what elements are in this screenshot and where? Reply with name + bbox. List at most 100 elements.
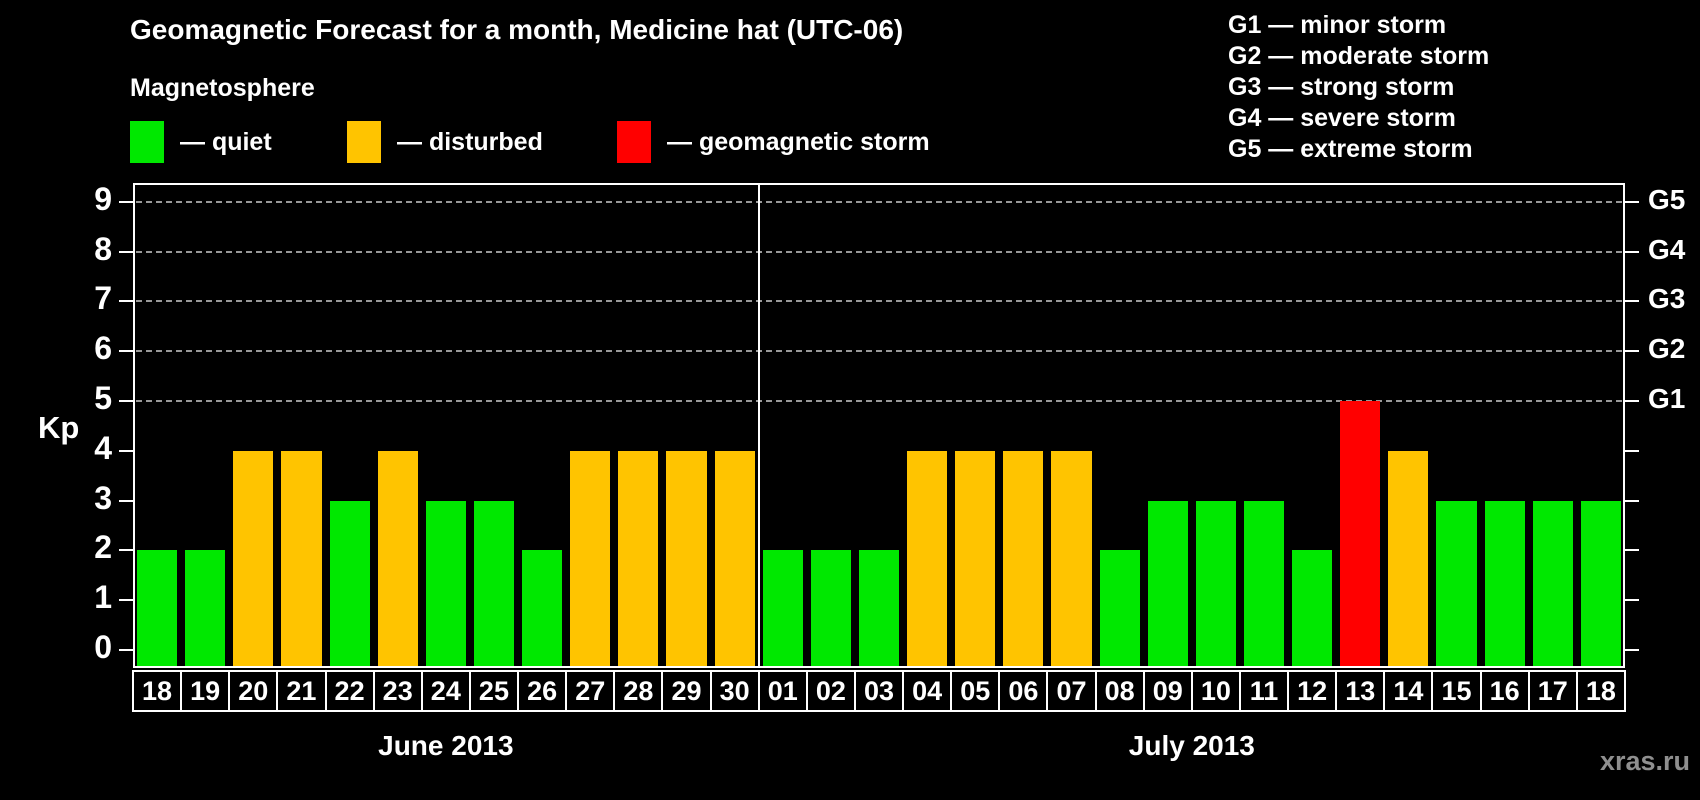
bar-day-21	[281, 450, 322, 666]
g-tick-label-g1: G1	[1648, 383, 1686, 414]
date-box: 20	[228, 670, 279, 712]
date-box: 16	[1479, 670, 1530, 712]
bar-day-22	[329, 500, 370, 666]
g2-legend-line: G2 — moderate storm	[1228, 42, 1490, 70]
g1-legend-line: G1 — minor storm	[1228, 11, 1447, 39]
bar-day-18	[137, 550, 178, 666]
kp-tick-label: 0	[94, 629, 112, 665]
g3-legend-line: G3 — strong storm	[1228, 73, 1455, 101]
date-box: 04	[902, 670, 953, 712]
bar-day-13	[1340, 401, 1381, 666]
bar-day-16	[1484, 500, 1525, 666]
kp-tick-label: 1	[94, 579, 112, 616]
bar-day-20	[233, 450, 274, 666]
kp-right-tick	[1625, 499, 1639, 502]
month-divider	[757, 183, 760, 668]
kp-left-tick	[119, 449, 133, 452]
bar-day-15	[1436, 500, 1477, 666]
date-box: 14	[1383, 670, 1434, 712]
date-box: 01	[757, 670, 808, 712]
date-box: 28	[613, 670, 664, 712]
bar-day-30	[714, 450, 755, 666]
legend-item-disturbed: — disturbed	[347, 120, 543, 164]
kp-tick-label: 9	[94, 180, 112, 217]
kp-left-tick	[119, 250, 133, 253]
date-box: 13	[1335, 670, 1386, 712]
kp-left-tick	[119, 350, 133, 353]
date-box: 27	[565, 670, 616, 712]
page-title: Geomagnetic Forecast for a month, Medici…	[130, 14, 904, 45]
date-box: 12	[1287, 670, 1338, 712]
magnetosphere-label: Magnetosphere	[130, 74, 315, 102]
date-box: 11	[1238, 670, 1290, 712]
gridline-kp9	[136, 200, 1622, 203]
bar-day-10	[1195, 500, 1236, 666]
kp-right-tick	[1625, 400, 1639, 402]
bar-day-28	[618, 450, 659, 666]
plot-frame	[133, 183, 1625, 668]
legend-label-quiet: — quiet	[180, 127, 272, 156]
storm-color-swatch	[617, 121, 651, 163]
date-box: 23	[372, 670, 423, 712]
watermark: xras.ru	[1599, 746, 1690, 776]
kp-left-tick	[119, 549, 133, 552]
month-label: July 2013	[1128, 730, 1255, 761]
date-box: 30	[709, 670, 760, 712]
date-box: 21	[276, 670, 327, 712]
date-box: 09	[1142, 670, 1193, 712]
kp-left-tick	[119, 499, 133, 502]
kp-tick-label: 3	[94, 479, 112, 516]
bar-day-02	[810, 550, 851, 666]
date-box: 18	[1575, 670, 1626, 712]
kp-right-tick	[1625, 250, 1639, 253]
date-box: 26	[517, 670, 568, 712]
bar-day-14	[1388, 450, 1429, 666]
date-box: 07	[1046, 670, 1097, 712]
legend-label-disturbed: — disturbed	[397, 127, 543, 156]
g-tick-label-g5: G5	[1648, 183, 1686, 215]
kp-tick-label: 8	[94, 230, 112, 267]
date-box: 15	[1431, 670, 1482, 712]
kp-tick-label: 5	[94, 380, 112, 416]
bar-day-04	[907, 450, 948, 666]
gridline-kp7	[136, 300, 1622, 303]
bar-day-12	[1292, 550, 1333, 666]
g5-legend-line: G5 — extreme storm	[1228, 135, 1473, 163]
bar-day-19	[185, 550, 226, 666]
legend-item-quiet: — quiet	[130, 120, 272, 164]
date-box: 19	[180, 670, 231, 712]
kp-tick-label: 7	[94, 280, 112, 317]
kp-right-tick	[1625, 649, 1639, 651]
g-scale-legend: G1 — minor storm G2 — moderate storm G3 …	[1228, 10, 1489, 165]
kp-tick-label: 2	[94, 529, 112, 566]
g-tick-label-g3: G3	[1648, 283, 1686, 315]
bar-day-27	[570, 450, 611, 666]
kp-left-tick	[119, 200, 133, 203]
kp-right-tick	[1625, 200, 1639, 203]
kp-right-tick	[1625, 300, 1639, 303]
kp-right-tick	[1625, 549, 1639, 552]
g-tick-label-g4: G4	[1648, 233, 1686, 265]
quiet-color-swatch	[130, 121, 164, 163]
date-box: 22	[324, 670, 375, 712]
bar-day-07	[1051, 450, 1092, 666]
bar-day-24	[425, 500, 466, 666]
bar-day-08	[1099, 550, 1140, 666]
bar-day-06	[1003, 450, 1044, 666]
kp-right-tick	[1625, 350, 1639, 353]
kp-left-tick	[119, 649, 133, 651]
bar-day-18	[1580, 500, 1621, 666]
date-box: 06	[998, 670, 1049, 712]
legend-label-storm: — geomagnetic storm	[667, 127, 930, 156]
month-label: June 2013	[378, 730, 514, 761]
kp-right-tick	[1625, 449, 1639, 452]
bar-day-29	[666, 450, 707, 666]
bar-day-05	[955, 450, 996, 666]
kp-left-tick	[119, 400, 133, 402]
kp-tick-label: 4	[94, 429, 112, 466]
date-box: 02	[805, 670, 856, 712]
date-box: 17	[1527, 670, 1578, 712]
date-box: 24	[420, 670, 471, 712]
bar-day-01	[762, 550, 803, 666]
